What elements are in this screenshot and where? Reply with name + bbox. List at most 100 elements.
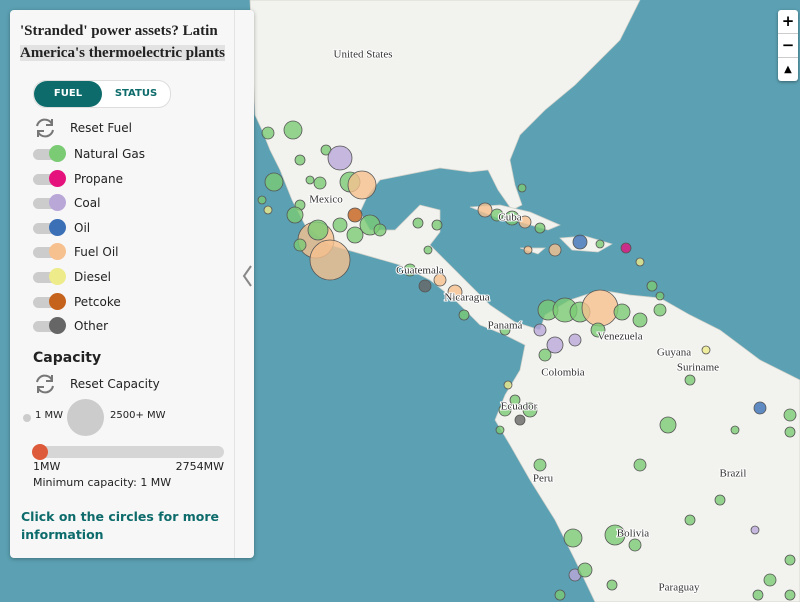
plant[interactable] xyxy=(653,303,667,317)
plant[interactable] xyxy=(286,206,304,224)
plant[interactable] xyxy=(533,323,547,337)
plant[interactable] xyxy=(347,170,377,200)
plant[interactable] xyxy=(346,226,364,244)
plant[interactable] xyxy=(646,280,658,292)
plant[interactable] xyxy=(750,525,760,535)
plant[interactable] xyxy=(423,245,433,255)
plant[interactable] xyxy=(784,426,796,438)
plant[interactable] xyxy=(581,289,619,327)
plant[interactable] xyxy=(684,514,696,526)
tab-status[interactable]: STATUS xyxy=(114,88,158,99)
plant[interactable] xyxy=(431,219,443,231)
plant[interactable] xyxy=(563,528,583,548)
plant[interactable] xyxy=(523,245,533,255)
plant[interactable] xyxy=(257,195,267,205)
place-label: Paraguay xyxy=(659,582,700,594)
reset-capacity[interactable]: Reset Capacity xyxy=(33,372,160,396)
plant[interactable] xyxy=(264,172,284,192)
plant[interactable] xyxy=(522,402,538,418)
plant[interactable] xyxy=(499,324,511,336)
plant[interactable] xyxy=(504,210,520,226)
plant[interactable] xyxy=(572,234,588,250)
plant[interactable] xyxy=(684,374,696,386)
place-label: Cuba xyxy=(498,212,521,224)
plant[interactable] xyxy=(632,312,648,328)
plant[interactable] xyxy=(373,223,387,237)
plant[interactable] xyxy=(294,154,306,166)
plant[interactable] xyxy=(628,538,642,552)
legend-label: Coal xyxy=(74,196,101,211)
collapse-bar[interactable] xyxy=(234,10,255,558)
zoom-button[interactable]: + xyxy=(778,10,798,34)
plant[interactable] xyxy=(327,145,353,171)
plant[interactable] xyxy=(309,239,351,281)
plant[interactable] xyxy=(477,202,493,218)
plant[interactable] xyxy=(554,589,566,601)
plant[interactable] xyxy=(412,217,424,229)
plant[interactable] xyxy=(498,403,512,417)
plant[interactable] xyxy=(538,348,552,362)
tab-switch[interactable]: FUEL STATUS xyxy=(33,80,171,108)
plant[interactable] xyxy=(503,380,513,390)
plant[interactable] xyxy=(595,239,605,249)
plant[interactable] xyxy=(784,554,796,566)
plant[interactable] xyxy=(307,219,329,241)
plant[interactable] xyxy=(509,394,521,406)
plant[interactable] xyxy=(620,242,632,254)
info-link[interactable]: Click on the circles for more informatio… xyxy=(21,509,219,542)
plant[interactable] xyxy=(655,291,665,301)
plant[interactable] xyxy=(514,414,526,426)
plant[interactable] xyxy=(403,263,417,277)
slider-knob[interactable] xyxy=(32,444,48,460)
plant[interactable] xyxy=(534,222,546,234)
reset-fuel[interactable]: Reset Fuel xyxy=(33,116,132,140)
plant[interactable] xyxy=(263,205,273,215)
place-label: Guatemala xyxy=(396,265,444,277)
plant[interactable] xyxy=(495,425,505,435)
plant[interactable] xyxy=(490,208,504,222)
plant[interactable] xyxy=(659,416,677,434)
plant[interactable] xyxy=(568,333,582,347)
plant[interactable] xyxy=(261,126,275,140)
plant[interactable] xyxy=(548,243,562,257)
plant[interactable] xyxy=(517,183,527,193)
reset-fuel-label: Reset Fuel xyxy=(70,121,132,135)
plant[interactable] xyxy=(613,303,631,321)
plant[interactable] xyxy=(447,284,463,300)
plant[interactable] xyxy=(606,579,618,591)
plant[interactable] xyxy=(533,458,547,472)
reset-icon xyxy=(36,374,54,394)
zoom-button[interactable]: ▲ xyxy=(784,64,792,75)
plant[interactable] xyxy=(332,217,348,233)
plant[interactable] xyxy=(714,494,726,506)
plant[interactable] xyxy=(283,120,303,140)
plant[interactable] xyxy=(701,345,711,355)
plant[interactable] xyxy=(590,322,606,338)
place-label: Peru xyxy=(533,473,554,485)
zoom-button[interactable]: − xyxy=(778,34,798,58)
plant[interactable] xyxy=(604,524,626,546)
plant[interactable] xyxy=(784,589,796,601)
plant[interactable] xyxy=(635,257,645,267)
plant[interactable] xyxy=(518,215,532,229)
plant[interactable] xyxy=(752,589,764,601)
plant[interactable] xyxy=(753,401,767,415)
plant[interactable] xyxy=(347,207,363,223)
plant[interactable] xyxy=(546,336,564,354)
plant[interactable] xyxy=(433,273,447,287)
reset-icon xyxy=(36,118,54,138)
plant[interactable] xyxy=(763,573,777,587)
plant[interactable] xyxy=(730,425,740,435)
toggle-track xyxy=(33,173,59,185)
plant[interactable] xyxy=(633,458,647,472)
plant[interactable] xyxy=(305,175,315,185)
plant[interactable] xyxy=(458,309,470,321)
size-small xyxy=(23,414,31,422)
tab-fuel[interactable]: FUEL xyxy=(34,81,102,107)
plant[interactable] xyxy=(293,238,307,252)
plant[interactable] xyxy=(313,176,327,190)
plant[interactable] xyxy=(577,562,593,578)
plant[interactable] xyxy=(418,279,432,293)
plant[interactable] xyxy=(783,408,797,422)
slider-track[interactable] xyxy=(33,446,224,458)
